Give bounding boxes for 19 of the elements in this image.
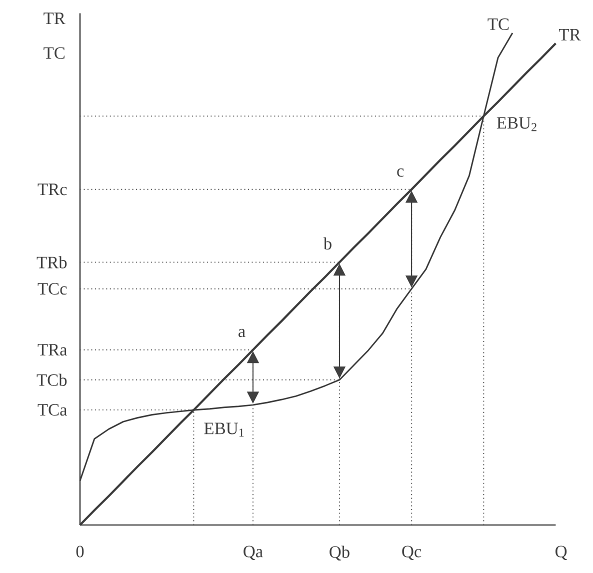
annotation: b <box>323 237 332 250</box>
annotation: EBU$_{1}$ <box>204 422 244 437</box>
ref-line-label: TCa <box>38 404 68 416</box>
x-tick-label: 0 <box>76 546 84 558</box>
x-tick-label: Qb <box>330 546 350 561</box>
x-axis-title: Q <box>556 546 568 560</box>
ref-line-label: TRb <box>36 256 67 268</box>
x-tick-label: Qa <box>244 546 263 560</box>
series-label: TR <box>558 29 581 40</box>
annotation: a <box>238 328 246 338</box>
ref-line-label: TCb <box>36 374 67 386</box>
ref-line-label: TRc <box>38 184 67 196</box>
ref-line-label: TCc <box>38 283 67 295</box>
ref-line-label: TRa <box>38 344 68 356</box>
annotation: EBU$_{2}$ <box>496 117 536 132</box>
x-tick-label: Qc <box>402 546 422 560</box>
text: TR TC <box>44 12 66 59</box>
annotation: c <box>397 168 404 177</box>
series-label: TC <box>488 18 509 30</box>
